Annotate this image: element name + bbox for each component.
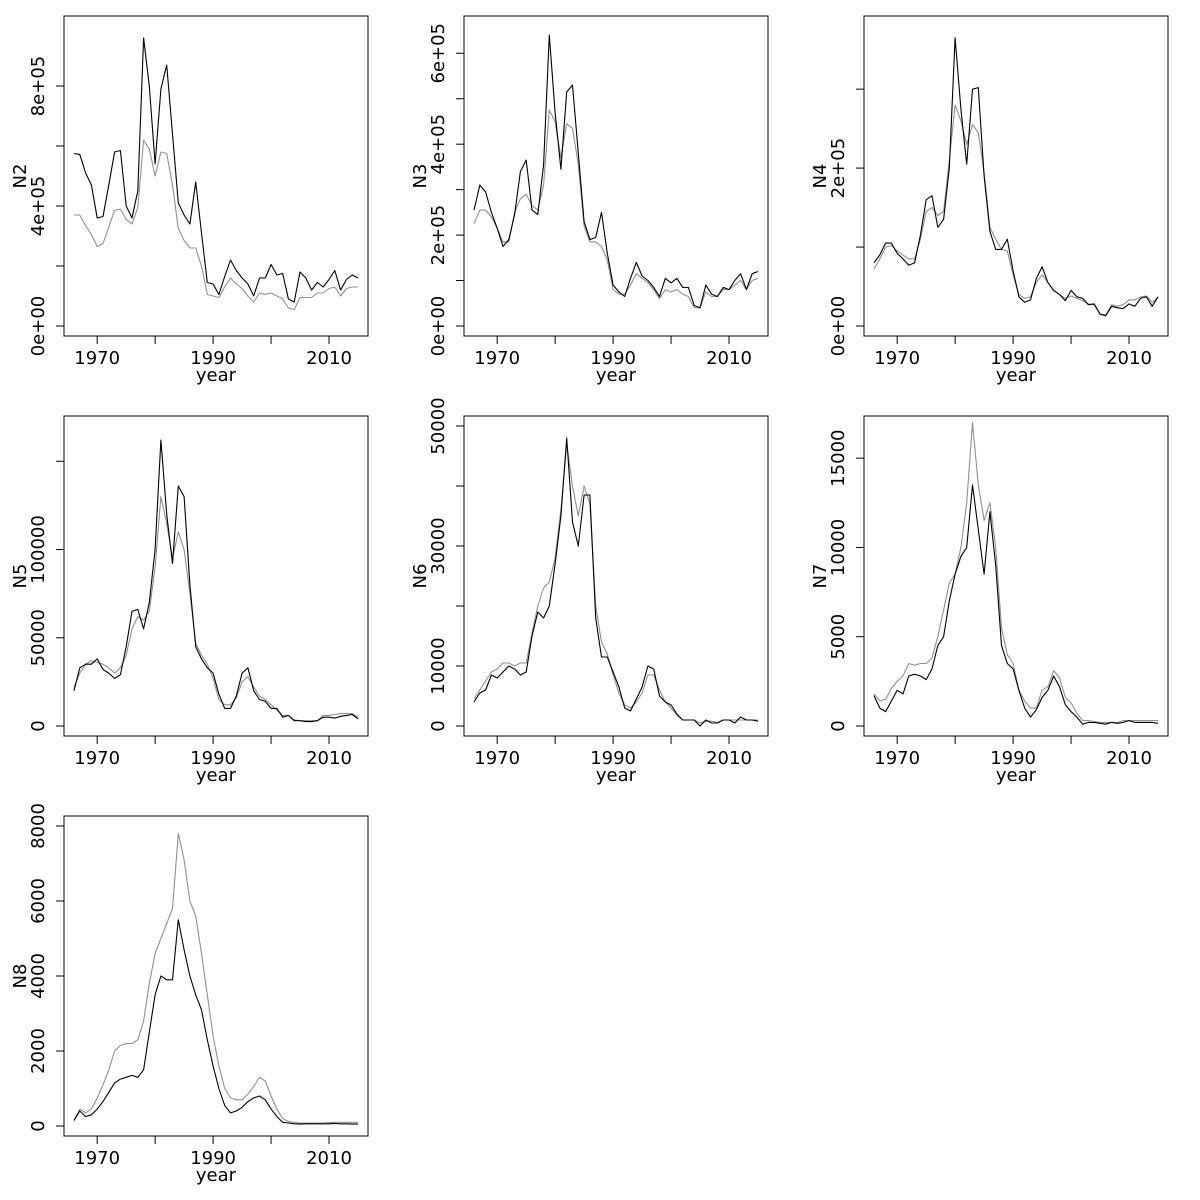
x-tick-label: 1970 xyxy=(874,748,920,769)
y-tick-label: 0e+00 xyxy=(428,296,449,357)
panel-n8: 1970 1990 2010 0 2000 4000 6000 8000 year N8 xyxy=(10,803,369,1186)
x-tick-label: 2010 xyxy=(706,348,752,369)
panel-n7: 1970 1990 2010 0 5000 10000 15000 year N7 xyxy=(810,415,1169,786)
x-tick-label: 1970 xyxy=(474,348,520,369)
y-tick-label: 8e+05 xyxy=(28,56,49,117)
panel-n2: 1970 1990 2010 0e+00 4e+05 8e+05 year N2 xyxy=(10,15,369,386)
series-line-1 xyxy=(473,34,759,309)
x-tick-label: 2010 xyxy=(306,748,352,769)
x-tick-label: 2010 xyxy=(306,348,352,369)
y-tick-label: 10000 xyxy=(828,519,849,576)
y-tick-label: 100000 xyxy=(28,515,49,584)
y-tick-label: 10000 xyxy=(428,637,449,694)
plot-frame xyxy=(863,15,1169,337)
y-tick-label: 0e+00 xyxy=(28,296,49,357)
x-axis-label: year xyxy=(996,365,1037,386)
y-tick-label: 4e+05 xyxy=(428,114,449,175)
x-axis-label: year xyxy=(596,765,637,786)
y-axis-label: N4 xyxy=(810,164,831,189)
x-tick-label: 1990 xyxy=(990,348,1036,369)
y-tick-label: 2e+05 xyxy=(828,138,849,199)
x-tick-label: 1970 xyxy=(74,348,120,369)
y-axis-label: N6 xyxy=(410,564,431,589)
y-tick-label: 0 xyxy=(828,720,849,731)
x-tick-label: 1990 xyxy=(590,348,636,369)
y-axis-label: N5 xyxy=(10,564,31,589)
plot-frame xyxy=(63,815,369,1137)
x-axis-label: year xyxy=(196,365,237,386)
x-tick-label: 1990 xyxy=(190,1148,236,1169)
y-tick-label: 15000 xyxy=(828,430,849,487)
x-tick-label: 1970 xyxy=(74,748,120,769)
series-line-2 xyxy=(473,443,758,724)
series-line-2 xyxy=(873,421,1158,723)
x-tick-label: 1990 xyxy=(190,348,236,369)
plot-frame xyxy=(463,415,769,737)
x-tick-label: 1990 xyxy=(190,748,236,769)
panel-n6: 1970 1990 2010 0 10000 30000 50000 year N6 xyxy=(410,397,769,786)
plot-frame xyxy=(463,15,769,337)
y-tick-label: 4e+05 xyxy=(28,176,49,237)
series-line-1 xyxy=(73,37,359,303)
y-tick-label: 2e+05 xyxy=(428,205,449,266)
x-tick-label: 1970 xyxy=(474,748,520,769)
series-line-2 xyxy=(73,496,359,722)
y-tick-label: 0e+00 xyxy=(828,296,849,357)
y-tick-label: 30000 xyxy=(428,517,449,574)
x-tick-label: 2010 xyxy=(706,748,752,769)
series-line-1 xyxy=(473,437,759,727)
series-line-2 xyxy=(473,109,759,309)
x-tick-label: 1970 xyxy=(874,348,920,369)
plot-frame xyxy=(63,415,369,737)
panel-n4: 1970 1990 2010 0e+00 2e+05 year N4 xyxy=(810,15,1169,386)
panel-n3: 1970 1990 2010 0e+00 2e+05 4e+05 6e+05 year N3 xyxy=(410,15,769,386)
y-axis-label: N2 xyxy=(10,164,31,189)
plot-frame xyxy=(63,15,369,337)
y-tick-label: 0 xyxy=(428,720,449,731)
y-tick-label: 6e+05 xyxy=(428,23,449,84)
y-axis-label: N8 xyxy=(10,964,31,989)
series-line-2 xyxy=(73,832,358,1124)
x-tick-label: 1970 xyxy=(74,1148,120,1169)
x-axis-label: year xyxy=(196,765,237,786)
x-tick-label: 1990 xyxy=(590,748,636,769)
series-line-1 xyxy=(73,439,359,723)
plot-frame xyxy=(863,415,1169,737)
series-line-1 xyxy=(873,37,1159,317)
y-tick-label: 8000 xyxy=(28,803,49,849)
y-tick-label: 5000 xyxy=(828,614,849,660)
y-tick-label: 2000 xyxy=(28,1028,49,1074)
y-tick-label: 50000 xyxy=(28,609,49,666)
panel-n5: 1970 1990 2010 0 50000 100000 year N5 xyxy=(10,415,369,786)
y-tick-label: 0 xyxy=(28,720,49,731)
x-tick-label: 2010 xyxy=(306,1148,352,1169)
y-axis-label: N3 xyxy=(410,164,431,189)
y-axis-label: N7 xyxy=(810,564,831,589)
x-tick-label: 2010 xyxy=(1106,348,1152,369)
y-tick-label: 0 xyxy=(28,1120,49,1131)
x-axis-label: year xyxy=(996,765,1037,786)
series-line-1 xyxy=(73,919,358,1125)
x-axis-label: year xyxy=(196,1165,237,1186)
x-tick-label: 1990 xyxy=(990,748,1036,769)
y-tick-label: 50000 xyxy=(428,397,449,454)
y-tick-label: 4000 xyxy=(28,953,49,999)
series-line-1 xyxy=(873,484,1159,725)
y-tick-label: 6000 xyxy=(28,878,49,924)
x-tick-label: 2010 xyxy=(1106,748,1152,769)
x-axis-label: year xyxy=(596,365,637,386)
series-line-2 xyxy=(74,139,358,311)
